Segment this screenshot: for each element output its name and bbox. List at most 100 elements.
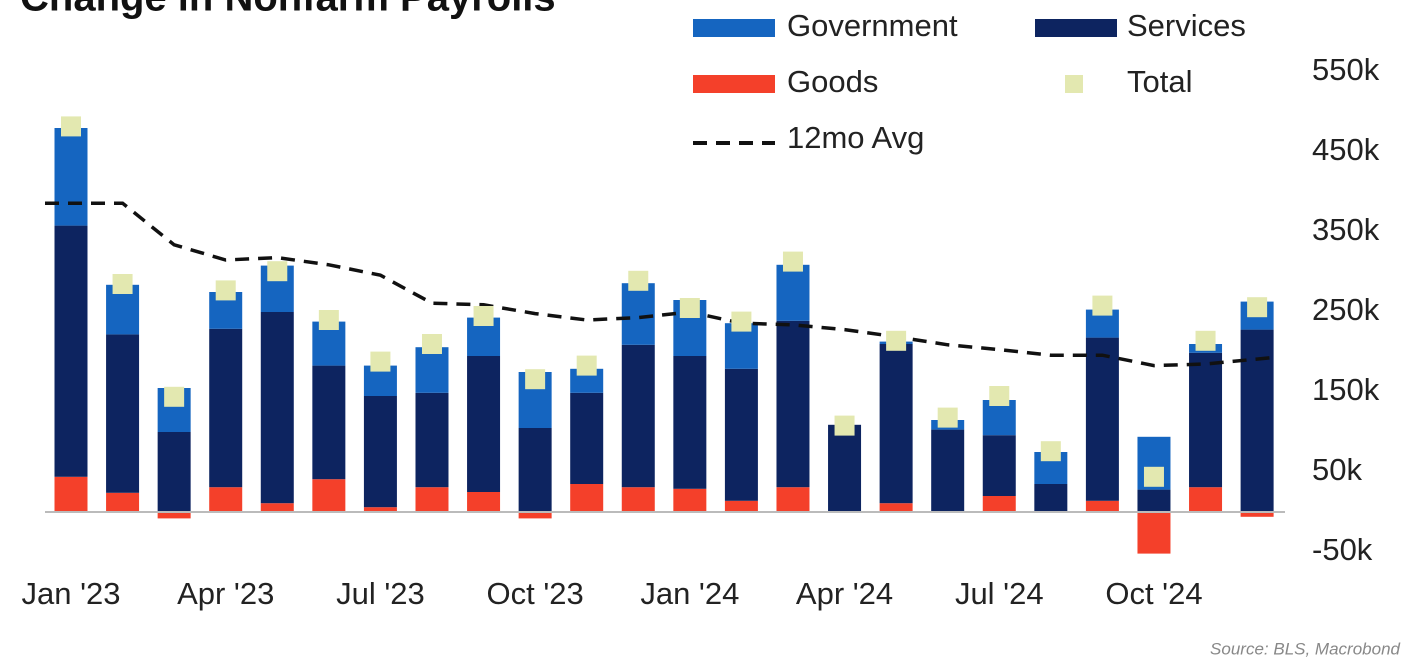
bar-segment <box>518 428 552 512</box>
legend-swatch <box>1035 19 1117 37</box>
bar-segment <box>54 128 88 226</box>
bar-segment <box>312 365 346 480</box>
x-tick-label: Jan '23 <box>22 576 121 611</box>
bar-segment <box>982 435 1016 496</box>
total-marker <box>1247 297 1268 318</box>
bar-segment <box>363 396 397 508</box>
bar-segment <box>157 512 191 519</box>
legend-label: Total <box>1127 64 1192 99</box>
bar-segment <box>621 344 655 488</box>
bar-segment <box>106 492 140 512</box>
y-tick-label: 550k <box>1312 52 1380 87</box>
bar-segment <box>879 344 913 504</box>
total-marker <box>679 298 700 318</box>
x-tick-label: Apr '24 <box>796 576 893 611</box>
bar-segment <box>518 512 552 519</box>
bar-segment <box>724 500 758 512</box>
y-tick-label: 250k <box>1312 292 1380 327</box>
bar-segment <box>1189 352 1223 488</box>
bar-segment <box>1137 489 1171 512</box>
total-marker <box>628 270 649 291</box>
total-marker <box>782 251 803 272</box>
bar-segment <box>1137 512 1171 554</box>
total-marker <box>1040 441 1061 462</box>
bar-segment <box>467 356 501 492</box>
bar-segment <box>1034 484 1068 512</box>
x-tick-label: Oct '23 <box>487 576 584 611</box>
legend-label: 12mo Avg <box>787 120 924 155</box>
total-marker <box>112 274 133 294</box>
total-marker <box>886 330 907 351</box>
total-marker <box>61 116 81 137</box>
total-marker <box>1143 466 1164 487</box>
total-marker <box>834 415 855 436</box>
bar-segment <box>54 225 88 477</box>
total-marker <box>318 310 339 330</box>
x-tick-label: Jul '24 <box>955 576 1044 611</box>
bar-segment <box>879 503 913 512</box>
bar-segment <box>931 429 965 512</box>
bar-segment <box>157 432 191 512</box>
bar-segment <box>467 492 501 512</box>
bar-segment <box>260 503 294 512</box>
total-marker <box>164 386 185 407</box>
bar-segment <box>106 334 140 493</box>
total-marker <box>473 306 494 326</box>
avg-line <box>45 201 1273 368</box>
bar-segment <box>363 507 397 512</box>
source-note: Source: BLS, Macrobond <box>1210 639 1400 658</box>
bar-segment <box>982 496 1016 512</box>
bar-segment <box>621 283 655 345</box>
y-tick-label: 50k <box>1312 452 1362 487</box>
bar-segment <box>415 392 449 488</box>
total-marker <box>525 369 546 390</box>
x-tick-label: Oct '24 <box>1105 576 1202 611</box>
bar-segment <box>1085 337 1119 501</box>
y-tick-label: 350k <box>1312 212 1380 247</box>
legend-label: Services <box>1127 8 1246 43</box>
legend-label: Goods <box>787 64 878 99</box>
legend-label: Government <box>787 8 958 43</box>
bar-segment <box>54 476 88 512</box>
total-marker <box>421 334 442 354</box>
bar-segment <box>673 356 707 489</box>
x-tick-label: Apr '23 <box>177 576 274 611</box>
chart-title: Change in Nonfarm Payrolls <box>20 0 556 20</box>
bar-segment <box>209 487 243 512</box>
bar-segment <box>1240 512 1274 517</box>
total-marker <box>937 407 958 428</box>
x-tick-label: Jul '23 <box>336 576 425 611</box>
bar-segment <box>1189 487 1223 512</box>
x-tick-label: Jan '24 <box>640 576 739 611</box>
total-marker <box>576 355 597 376</box>
bar-segment <box>312 479 346 512</box>
total-marker <box>1195 330 1216 351</box>
bar-segment <box>209 328 243 488</box>
legend-swatch <box>693 75 775 93</box>
bar-segment <box>260 312 294 504</box>
bar-segment <box>776 320 810 488</box>
total-marker <box>731 311 752 332</box>
bar-segment <box>724 368 758 501</box>
total-marker <box>267 261 288 282</box>
bar-segment <box>570 484 604 512</box>
legend-swatch <box>1065 75 1083 93</box>
bar-segment <box>673 488 707 512</box>
bar-segment <box>621 487 655 512</box>
total-marker <box>989 386 1010 406</box>
bar-segment <box>1085 500 1119 512</box>
bar-segment <box>415 347 449 393</box>
legend-swatch <box>693 19 775 37</box>
bar-segment <box>776 264 810 321</box>
total-marker <box>215 280 236 301</box>
bar-segment <box>415 487 449 512</box>
y-tick-label: 450k <box>1312 132 1380 167</box>
y-tick-label: -50k <box>1312 532 1373 567</box>
y-tick-label: 150k <box>1312 372 1380 407</box>
total-marker <box>1092 295 1113 316</box>
bar-segment <box>776 487 810 512</box>
bar-segment <box>570 392 604 484</box>
bar-segment <box>828 424 862 512</box>
total-marker <box>370 351 391 372</box>
